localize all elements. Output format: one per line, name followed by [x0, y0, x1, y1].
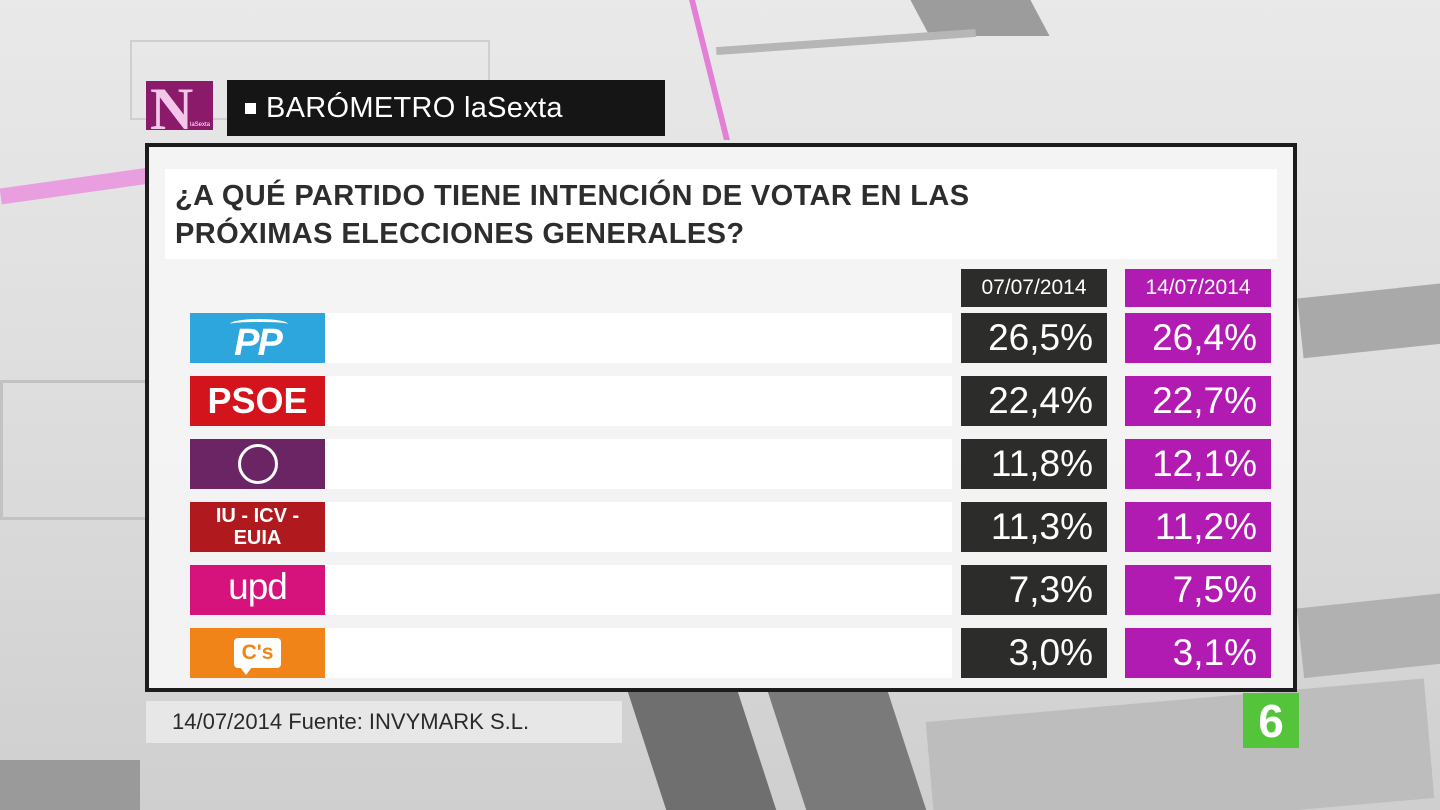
column-header-date-2: 14/07/2014 — [1125, 269, 1271, 307]
row-bar — [325, 565, 952, 615]
lasexta-channel-logo: 6 — [1243, 693, 1299, 748]
table-row-psoe: PSOE 22,4% 22,7% — [190, 376, 1273, 426]
logo-letter: N — [150, 81, 194, 130]
source-caption: 14/07/2014 Fuente: INVYMARK S.L. — [146, 701, 622, 743]
row-bar — [325, 628, 952, 678]
column-header-date-1: 07/07/2014 — [961, 269, 1107, 307]
value-date-2: 22,7% — [1125, 376, 1271, 426]
lasexta-noticias-logo: N laSexta — [146, 81, 213, 130]
question-line-2: PRÓXIMAS ELECCIONES GENERALES? — [175, 218, 745, 250]
upd-logo-text: upd — [228, 566, 288, 607]
value-date-1: 7,3% — [961, 565, 1107, 615]
program-title-bar: BARÓMETRO laSexta — [227, 80, 665, 136]
table-row-cs: C's 3,0% 3,1% — [190, 628, 1273, 678]
question-line-1: ¿A QUÉ PARTIDO TIENE INTENCIÓN DE VOTAR … — [175, 180, 970, 212]
psoe-logo-text: PSOE — [207, 380, 308, 421]
cs-logo-text: C's — [241, 641, 274, 664]
psoe-logo: PSOE — [190, 376, 325, 426]
program-title: BARÓMETRO laSexta — [266, 91, 563, 124]
square-bullet-icon — [245, 102, 256, 114]
speech-bubble-icon: C's — [233, 638, 282, 675]
value-date-1: 11,3% — [961, 502, 1107, 552]
value-date-2: 12,1% — [1125, 439, 1271, 489]
value-date-1: 3,0% — [961, 628, 1107, 678]
row-bar — [325, 313, 952, 363]
row-bar — [325, 439, 952, 489]
podemos-logo — [190, 439, 325, 489]
table-row-iu: IU - ICV - EUIA 11,3% 11,2% — [190, 502, 1273, 552]
upd-logo: upd — [190, 565, 325, 615]
pp-logo: PP — [190, 313, 325, 364]
value-date-1: 22,4% — [961, 376, 1107, 426]
value-date-2: 7,5% — [1125, 565, 1271, 615]
poll-panel: ¿A QUÉ PARTIDO TIENE INTENCIÓN DE VOTAR … — [145, 143, 1297, 692]
circle-icon — [237, 444, 278, 484]
seagull-icon — [230, 319, 288, 329]
table-row-upd: upd 7,3% 7,5% — [190, 565, 1273, 615]
table-row-podemos: 11,8% 12,1% — [190, 439, 1273, 489]
cs-logo: C's — [190, 628, 325, 678]
value-date-1: 11,8% — [961, 439, 1107, 489]
row-bar — [325, 376, 952, 426]
value-date-2: 11,2% — [1125, 502, 1271, 552]
iu-logo-text-2: EUIA — [233, 527, 282, 549]
poll-question: ¿A QUÉ PARTIDO TIENE INTENCIÓN DE VOTAR … — [165, 169, 1277, 259]
iu-logo-text-1: IU - ICV - — [215, 505, 300, 527]
iu-logo: IU - ICV - EUIA — [190, 502, 325, 552]
channel-six-icon: 6 — [1258, 694, 1284, 747]
value-date-2: 3,1% — [1125, 628, 1271, 678]
table-row-pp: PP 26,5% 26,4% — [190, 313, 1273, 364]
value-date-1: 26,5% — [961, 313, 1107, 363]
row-bar — [325, 502, 952, 552]
logo-subtext: laSexta — [189, 122, 210, 128]
value-date-2: 26,4% — [1125, 313, 1271, 363]
